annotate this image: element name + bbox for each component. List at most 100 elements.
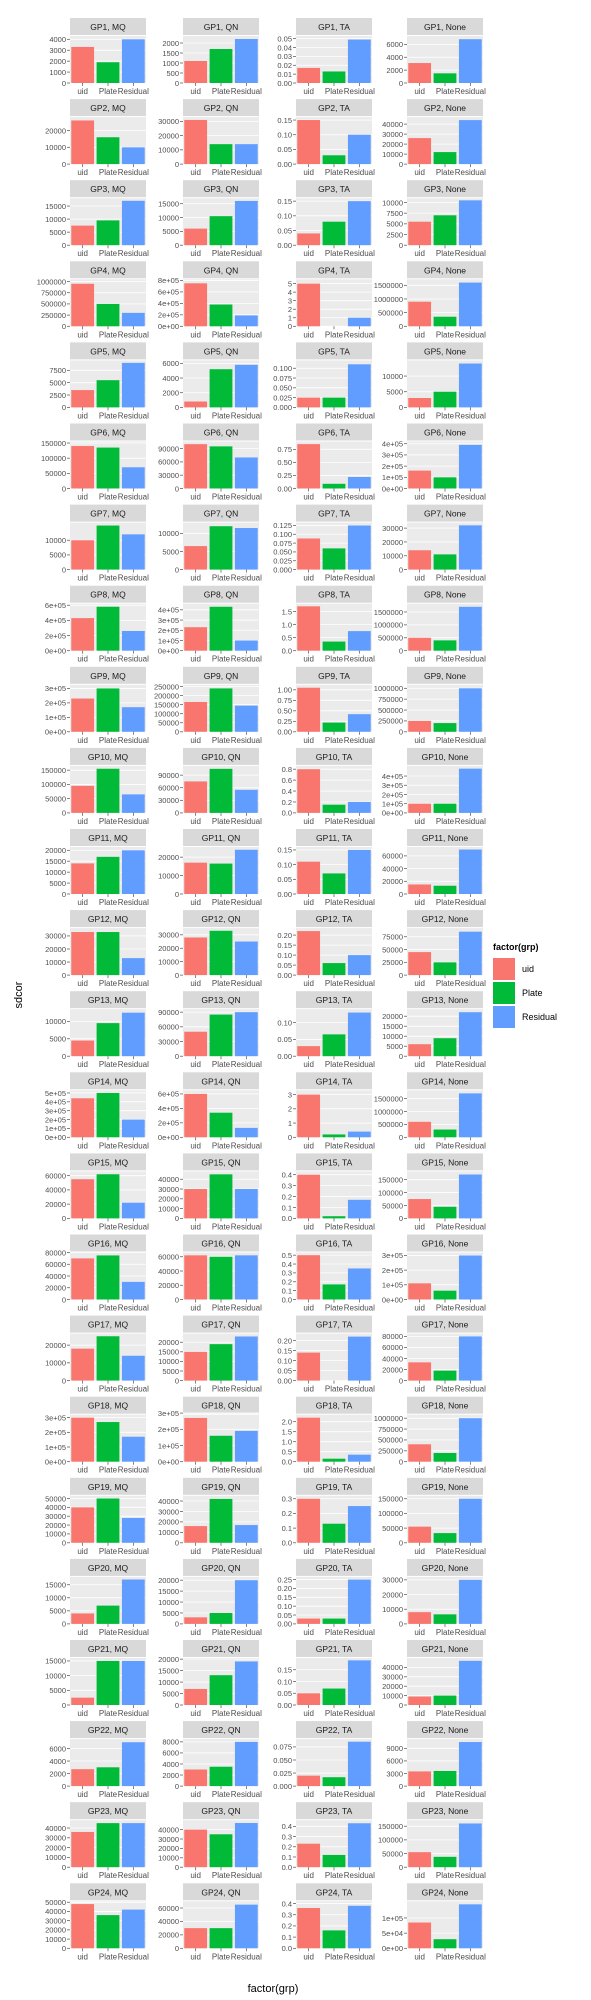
y-tick-label: 0 [399,1539,403,1548]
facet-panel: GP3, QN 0 5000 10000 15000 uid Plate Residual [158,180,262,258]
bar-residual [234,144,258,165]
facet-strip-label: GP7, MQ [90,509,126,519]
bar-plate [433,1290,457,1300]
facet-strip [183,504,259,522]
y-tick-label: 3e+05 [45,684,66,693]
bar-plate [433,391,457,408]
facet-strip [183,1640,259,1657]
bar-uid [184,627,208,651]
x-tick-label: Plate [99,168,118,177]
x-tick-label: Plate [325,1871,344,1880]
x-tick-label: uid [190,979,201,988]
facet-strip [407,504,483,522]
x-tick-label: Residual [344,493,375,502]
facet-panel: GP6, None 0e+00 1e+05 2e+05 3e+05 4e+05 uid Pla… [382,423,486,502]
facet-strip-label: GP20, QN [201,1563,240,1573]
y-tick-label: 0.15 [277,1666,292,1675]
x-tick-label: Plate [99,249,118,258]
bar-residual [458,282,482,327]
y-tick-label: 2000 [162,389,179,398]
bar-residual [347,201,371,246]
bar-residual [121,362,145,408]
x-tick-label: Plate [99,1871,118,1880]
x-tick-label: Residual [455,1628,486,1637]
y-tick-label: 0 [399,1052,403,1061]
x-tick-label: Residual [231,493,262,502]
bar-uid [184,862,208,894]
bar-residual [458,1336,482,1381]
bar-residual [347,477,371,489]
y-tick-label: 2000 [162,39,179,48]
facet-panel: GP7, QN 0 5000 10000 uid Plate Residual [158,504,262,583]
y-tick-label: 10000 [158,213,179,222]
x-tick-label: uid [77,1304,88,1313]
bar-residual [458,1904,482,1949]
bar-plate [209,216,233,246]
y-tick-label: 30000 [45,1834,66,1843]
y-tick-label: 20000 [382,1012,403,1021]
x-tick-label: Residual [118,1060,149,1069]
facet-strip-label: GP9, TA [318,671,350,681]
y-tick-label: 0.1 [282,1524,292,1533]
x-tick-label: Plate [99,1709,118,1718]
x-tick-label: uid [303,898,314,907]
y-tick-label: 0 [399,1458,403,1467]
facet-panel: GP20, None 0 10000 20000 30000 uid Plate Residu… [382,1558,486,1637]
x-tick-label: uid [414,979,425,988]
x-tick-label: Residual [118,1547,149,1556]
bar-plate [322,397,346,408]
x-tick-label: Plate [99,87,118,96]
y-tick-label: 0.50 [277,458,292,467]
x-tick-label: uid [303,1871,314,1880]
facet-strip [70,1396,146,1414]
y-tick-label: 0.03 [277,52,292,61]
y-tick-label: 500000 [378,1436,403,1445]
bar-plate [433,1452,457,1462]
bar-residual [347,525,371,570]
facet-strip [407,1315,483,1333]
y-tick-label: 1e+05 [382,799,403,808]
bar-residual [347,1506,371,1543]
x-tick-label: Residual [231,1790,262,1799]
y-tick-label: 0.50 [277,707,292,716]
y-tick-label: 0.100 [273,530,292,539]
y-tick-label: 0.00 [277,1620,292,1629]
facet-strip-label: GP18, MQ [88,1401,129,1411]
x-tick-label: Residual [455,1871,486,1880]
y-tick-label: 0.075 [273,539,292,548]
y-tick-label: 0 [399,322,403,331]
facet-panel: GP16, QN 0 20000 40000 60000 uid Plate Residual [158,1234,262,1313]
x-tick-label: uid [303,817,314,826]
bar-plate [322,221,346,246]
x-tick-label: Plate [436,1222,455,1231]
bar-plate [322,1034,346,1057]
x-tick-label: Plate [325,249,344,258]
facet-strip-label: GP2, None [424,103,466,113]
bar-residual [234,1430,258,1462]
y-tick-label: 30000 [382,524,403,533]
facet-panel: GP12, None 0 25000 50000 75000 uid Plate Residu… [382,910,486,988]
y-tick-label: 6000 [386,1757,403,1766]
facet-strip-label: GP17, TA [316,1320,353,1330]
y-tick-label: 20000 [158,1518,179,1527]
facet-panel: GP14, None 0 500000 1000000 1500000 uid Plate R… [374,1072,486,1150]
y-tick-label: 0e+00 [45,1133,66,1142]
y-tick-label: 0.15 [277,1593,292,1602]
x-tick-label: Residual [455,1709,486,1718]
y-tick-label: 0 [175,1376,179,1385]
x-tick-label: Residual [118,249,149,258]
bar-residual [458,120,482,165]
bar-residual [347,1905,371,1949]
y-tick-label: 0.025 [273,1769,292,1778]
bar-uid [184,1189,208,1219]
x-tick-label: Residual [344,411,375,420]
x-tick-label: uid [77,249,88,258]
facet-panel: GP10, TA 0.0 0.2 0.4 0.6 0.8 uid Plate Residual [282,747,375,826]
facet-strip [183,1234,259,1252]
facet-strip-label: GP5, None [424,346,466,356]
facet-strip [407,910,483,928]
y-tick-label: 0.4 [282,1822,292,1831]
y-tick-label: 20000 [158,1576,179,1585]
x-tick-label: uid [303,1628,314,1637]
